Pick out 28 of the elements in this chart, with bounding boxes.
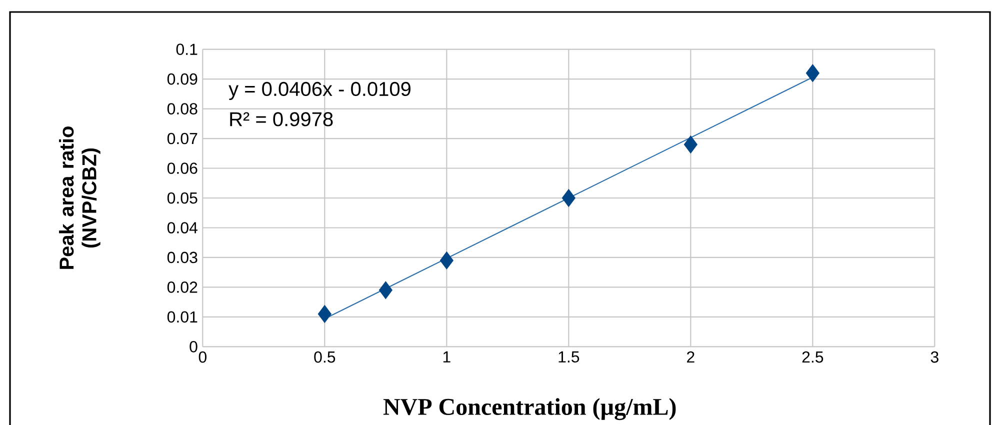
x-tick-label: 2	[687, 351, 694, 363]
y-tick-label: 0.05	[167, 192, 198, 204]
point	[806, 64, 820, 82]
annotation: R² = 0.9978	[230, 112, 333, 126]
y-tick-label: 0.02	[167, 282, 198, 293]
y-axis-title: Peak area ratio (NVP/CBZ)	[59, 126, 100, 269]
point	[318, 305, 332, 323]
x-axis-title: NVP Concentration (µg/mL)	[383, 398, 676, 420]
y-tick-label: 0.01	[167, 311, 198, 323]
x-tick-label: 0	[198, 351, 206, 363]
y-tick-label: 0	[190, 341, 198, 352]
y-tick-label: 0.03	[167, 252, 198, 264]
y-tick-label: 0.07	[167, 132, 198, 144]
x-tick-label: 1	[443, 351, 450, 362]
point	[378, 281, 392, 300]
x-tick-label: 0.5	[314, 351, 336, 363]
y-tick-label: 0.1	[176, 44, 198, 55]
x-tick-label: 2.5	[802, 351, 824, 363]
y-tick-label: 0.08	[167, 103, 198, 114]
y-tick-label: 0.09	[167, 73, 198, 85]
point	[684, 136, 698, 154]
point	[440, 252, 454, 270]
y-tick-label: 0.06	[167, 162, 198, 174]
x-tick-label: 1.5	[558, 351, 580, 363]
y-tick-label: 0.04	[167, 222, 198, 234]
annotation: y = 0.0406x - 0.0109	[228, 82, 410, 100]
point	[562, 189, 576, 207]
x-tick-label: 3	[930, 351, 938, 363]
